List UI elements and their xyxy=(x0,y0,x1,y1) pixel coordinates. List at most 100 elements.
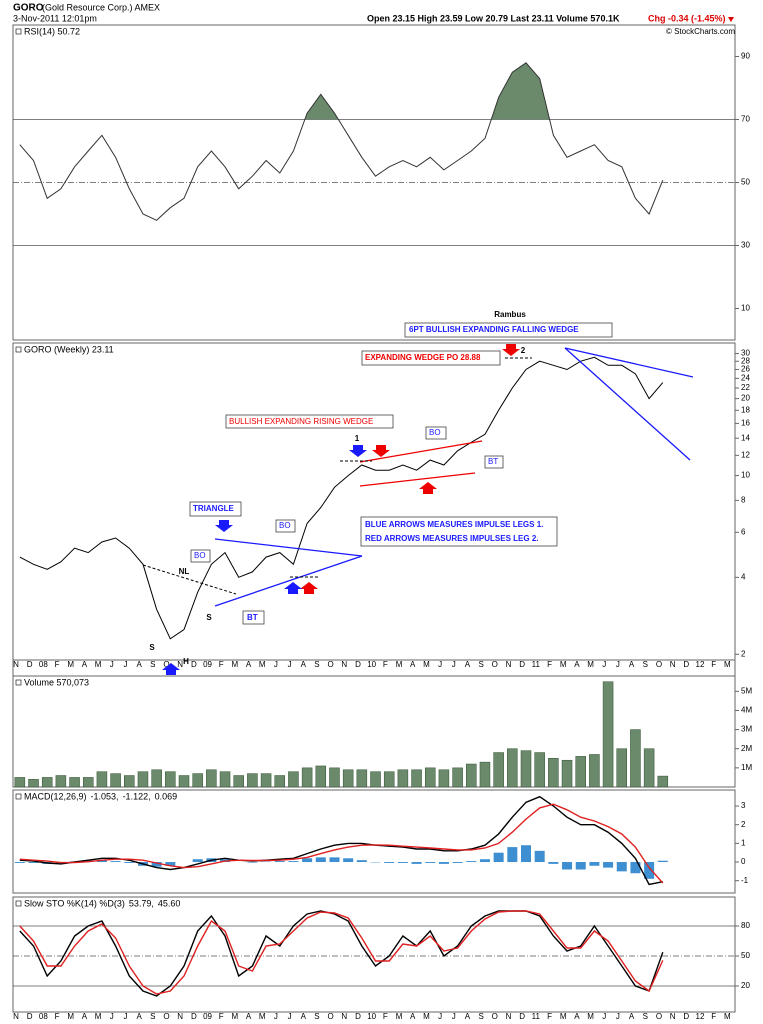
x-tick-label: F xyxy=(547,1012,552,1021)
label-box xyxy=(361,350,501,366)
volume-bar xyxy=(643,748,655,788)
x-tick-label: J xyxy=(288,1012,292,1021)
volume-bar xyxy=(41,777,53,788)
annotation: H xyxy=(183,657,189,666)
histogram-bar xyxy=(479,859,490,863)
plots: N D 08 F M A M J J A S O N D 09 F M A M J J A S O N D 10 F M A M J J A S O N… xyxy=(12,24,752,1021)
x-tick-label: N xyxy=(670,1012,676,1021)
volume-bar xyxy=(424,767,436,788)
annotation: BO xyxy=(194,551,206,560)
x-tick-label: J xyxy=(438,1012,442,1021)
y-tick-label: 4M xyxy=(741,706,752,715)
histogram-bar xyxy=(452,862,463,863)
panel-title: RSI(14) 50.72 xyxy=(24,26,80,36)
x-tick-label: N xyxy=(13,660,19,669)
x-tick-label: J xyxy=(288,660,292,669)
x-tick-label: O xyxy=(656,1012,662,1021)
symbol: GORO xyxy=(13,3,44,14)
volume-bar xyxy=(178,775,190,788)
x-tick-label: A xyxy=(82,1012,88,1021)
annotation: BT xyxy=(247,613,258,622)
y-tick-label: 10 xyxy=(741,304,750,313)
histogram-bar xyxy=(384,862,395,863)
y-tick-label: 12 xyxy=(741,450,750,459)
arrow xyxy=(215,520,233,532)
volume-bar xyxy=(219,771,231,788)
volume-bar xyxy=(534,752,545,788)
x-tick-label: S xyxy=(478,660,483,669)
x-tick-label: J xyxy=(452,660,456,669)
histogram-bar xyxy=(192,859,203,863)
y-tick-label: 8 xyxy=(741,495,746,504)
company-name: (Gold Resource Corp.) AMEX xyxy=(42,2,160,12)
panel-icon xyxy=(15,346,22,353)
x-tick-label: D xyxy=(683,1012,689,1021)
x-tick-label: 12 xyxy=(696,1012,705,1021)
volume-bar xyxy=(548,758,559,788)
x-tick-label: 10 xyxy=(367,660,376,669)
y-tick-label: 0 xyxy=(741,857,746,866)
label-box xyxy=(404,322,613,338)
volume-bar xyxy=(14,777,26,788)
y-tick-label: 26 xyxy=(741,365,750,374)
panel-title: GORO (Weekly) 23.11 xyxy=(24,344,114,354)
x-tick-label: A xyxy=(136,1012,142,1021)
annotation: BT xyxy=(488,457,498,466)
x-tick-label: S xyxy=(643,660,648,669)
neckline xyxy=(142,564,237,595)
y-tick-label: 20 xyxy=(741,981,750,990)
overbought-fill xyxy=(19,62,663,120)
x-tick-label: M xyxy=(232,1012,239,1021)
x-tick-label: A xyxy=(465,1012,471,1021)
legend-entry: 53.79, xyxy=(129,898,154,908)
x-tick-label: 12 xyxy=(696,660,705,669)
label-box xyxy=(242,610,265,625)
x-tick-label: 11 xyxy=(532,1012,541,1021)
x-tick-label: M xyxy=(724,660,731,669)
y-tick-label: 2 xyxy=(741,649,746,658)
volume-bar xyxy=(329,767,340,788)
volume-bar xyxy=(657,775,669,788)
series-line xyxy=(19,356,664,640)
volume-bar xyxy=(356,769,368,788)
legend-entry: -1.053, xyxy=(91,791,119,801)
x-tick-label: M xyxy=(587,660,594,669)
y-tick-label: 90 xyxy=(741,52,750,61)
histogram-bar xyxy=(657,860,668,863)
date: 3-Nov-2011 12:01pm xyxy=(13,13,97,23)
arrow xyxy=(419,482,437,494)
annotation: RED ARROWS MEASURES IMPULSES LEG 2. xyxy=(365,534,539,543)
label-box xyxy=(275,519,296,533)
histogram-bar xyxy=(315,857,326,863)
histogram-bar xyxy=(521,845,531,863)
volume-bar xyxy=(602,681,614,788)
volume-bar xyxy=(55,775,67,788)
volume-bar xyxy=(616,748,628,788)
series-line xyxy=(19,803,664,884)
arrow xyxy=(349,445,367,457)
x-tick-label: D xyxy=(355,1012,361,1021)
x-tick-label: N xyxy=(13,1012,19,1021)
x-tick-label: J xyxy=(110,1012,114,1021)
y-tick-label: 10 xyxy=(741,471,750,480)
volume-bar xyxy=(479,761,491,788)
histogram-bar xyxy=(274,861,285,863)
annotation: Rambus xyxy=(494,310,526,319)
x-tick-label: A xyxy=(574,660,580,669)
x-tick-label: J xyxy=(123,1012,127,1021)
x-tick-label: M xyxy=(396,660,403,669)
change: Chg -0.34 (-1.45%) xyxy=(648,13,726,23)
y-tick-label: 50 xyxy=(741,951,750,960)
histogram-bar xyxy=(343,858,354,863)
y-tick-label: 5M xyxy=(741,686,752,695)
x-tick-label: M xyxy=(259,1012,266,1021)
x-tick-label: A xyxy=(465,660,471,669)
x-tick-label: D xyxy=(519,660,525,669)
volume-bar xyxy=(493,752,504,788)
x-tick-label: A xyxy=(629,1012,635,1021)
histogram-bar xyxy=(589,862,600,866)
x-tick-label: M xyxy=(95,660,102,669)
annotation: TRIANGLE xyxy=(193,504,235,513)
x-tick-label: S xyxy=(478,1012,483,1021)
histogram-bar xyxy=(110,861,121,863)
